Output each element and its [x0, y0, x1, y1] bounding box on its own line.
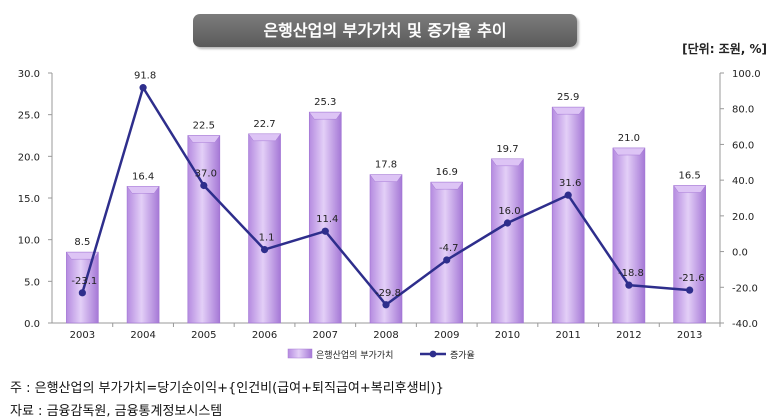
bar-data-label: 17.8	[375, 160, 397, 171]
y-right-tick-label: 0.0	[732, 248, 748, 259]
bar-cap	[187, 135, 221, 143]
y-right-tick-label: 20.0	[732, 212, 754, 223]
y-left-tick-label: 30.0	[18, 69, 40, 80]
y-left-tick-label: 5.0	[24, 277, 40, 288]
bar	[673, 185, 706, 324]
bar-data-label: 22.5	[193, 121, 215, 132]
x-tick-label: 2012	[616, 330, 641, 341]
bar-data-label: 25.9	[557, 92, 579, 103]
bar	[551, 106, 585, 324]
line-point	[382, 301, 390, 309]
x-tick-label: 2009	[434, 330, 459, 341]
bar-cap	[369, 174, 403, 182]
line-point	[321, 227, 329, 235]
bar-data-label: 21.0	[618, 133, 640, 144]
x-tick-label: 2010	[495, 330, 520, 341]
x-tick-label: 2011	[555, 330, 580, 341]
legend-bar-swatch	[287, 348, 313, 359]
y-right-tick-label: 40.0	[732, 176, 754, 187]
legend-bar-label: 은행산업의 부가가치	[316, 349, 393, 361]
x-tick-label: 2008	[373, 330, 398, 341]
bar-data-label: 16.9	[436, 167, 458, 178]
y-left-tick-label: 10.0	[18, 236, 40, 247]
bar-cap	[673, 185, 707, 193]
bar-cap	[490, 158, 524, 167]
y-right-tick-label: 60.0	[732, 140, 754, 151]
y-right-tick-label: -40.0	[732, 319, 758, 330]
bar-data-label: 16.4	[132, 171, 154, 182]
x-tick-label: 2006	[252, 330, 277, 341]
y-right-tick-label: -20.0	[732, 283, 758, 294]
line-data-label: 11.4	[316, 214, 338, 225]
bar-cap	[551, 106, 585, 115]
line-data-label: -18.8	[618, 268, 644, 279]
x-tick-label: 2007	[313, 330, 338, 341]
x-tick-label: 2013	[677, 330, 702, 341]
bar-cap	[248, 133, 282, 142]
bar-cap	[308, 111, 342, 120]
x-axis: 2003 2004 2005 2006 2007 2008 2009 2010 2011 2012…	[52, 322, 721, 341]
line-point	[78, 289, 86, 297]
line-point	[503, 219, 512, 227]
combo-chart: 0.0 5.0 10.0 15.0 20.0 25.0 30.0 -40.0 -20.0 0.0…	[18, 69, 761, 361]
line-data-label: 31.6	[559, 178, 581, 189]
y-right-tick-label: 80.0	[732, 105, 754, 116]
bar-cap	[612, 147, 646, 156]
legend-line-marker	[429, 350, 437, 358]
x-tick-label: 2003	[70, 330, 95, 341]
x-tick-label: 2004	[130, 330, 155, 341]
bar	[612, 147, 646, 324]
bar-data-label: 25.3	[314, 97, 336, 108]
line-data-label: 91.8	[134, 71, 156, 82]
x-tick-label: 2005	[191, 330, 216, 341]
line-point	[139, 84, 147, 92]
line-data-label: 1.1	[259, 233, 275, 244]
line-point	[564, 191, 572, 199]
y-right-tick-label: 100.0	[732, 69, 761, 80]
y-left-tick-label: 20.0	[18, 152, 40, 163]
bar-data-label: 8.5	[74, 237, 90, 248]
bar	[491, 158, 524, 324]
line-data-label: 16.0	[498, 206, 520, 217]
footnote: 주 : 은행산업의 부가가치=당기순이익+{인건비(급여+퇴직급여+복리후생비)…	[10, 381, 444, 396]
line-data-label: -23.1	[71, 276, 97, 287]
line-data-label: -21.6	[679, 273, 705, 284]
bar	[248, 133, 281, 324]
y-left-tick-label: 25.0	[18, 111, 40, 122]
bar-series: 8.5 16.4 22.5 22.7 25.3 17.8 16.9 19.7 25.9 21.0 1…	[65, 92, 707, 324]
legend: 은행산업의 부가가치 증가율	[287, 348, 475, 361]
line-point	[625, 281, 633, 289]
line-data-label: -29.8	[375, 288, 401, 299]
line-point	[260, 246, 269, 254]
bar	[126, 186, 160, 324]
line-point	[443, 256, 451, 264]
line-data-label: 37.0	[195, 169, 217, 180]
source-note: 자료 : 금융감독원, 금융통계정보시스템	[10, 404, 223, 419]
y-axis-right: -40.0 -20.0 0.0 20.0 40.0 60.0 80.0 100.0	[719, 69, 761, 330]
bar-cap	[430, 181, 464, 190]
line-data-label: -4.7	[439, 243, 459, 254]
bar	[66, 251, 99, 324]
bar-data-label: 22.7	[253, 119, 275, 130]
legend-line-label: 증가율	[450, 350, 475, 361]
bar-data-label: 16.5	[679, 171, 701, 182]
bar	[187, 135, 221, 324]
y-left-tick-label: 0.0	[24, 319, 40, 330]
chart-title: 은행산업의 부가가치 및 증가율 추이	[193, 14, 577, 47]
bar-cap	[126, 186, 160, 194]
line-point	[686, 286, 694, 294]
bar	[369, 174, 403, 324]
line-point	[200, 181, 208, 190]
y-axis-left: 0.0 5.0 10.0 15.0 20.0 25.0 30.0	[18, 69, 53, 330]
bar	[308, 111, 342, 324]
unit-label: [단위: 조원, %]	[682, 42, 767, 56]
line-series: -23.1 91.8 37.0 1.1 11.4 -29.8 -4.7 16.0 31.6 -18…	[71, 71, 705, 309]
y-left-tick-label: 15.0	[18, 194, 40, 205]
bar-data-label: 19.7	[496, 144, 518, 155]
